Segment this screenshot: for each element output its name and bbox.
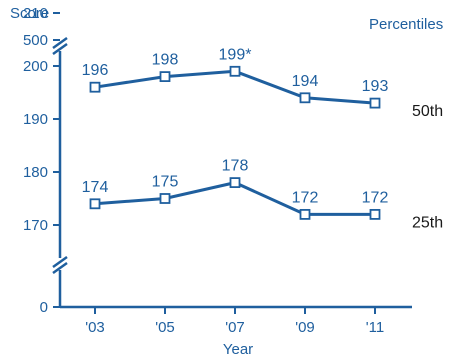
data-label-25th-0: 174: [82, 179, 109, 196]
x-axis-title: Year: [223, 341, 253, 358]
data-label-25th-3: 172: [292, 189, 319, 206]
series-name-label-25th: 25th: [412, 214, 443, 231]
point-50th-0: [91, 83, 100, 92]
x-tick-label-4: '11: [366, 319, 384, 336]
series-name-label-75th: 75th: [412, 0, 443, 4]
series-name-label-50th: 50th: [412, 103, 443, 120]
data-label-25th-1: 175: [152, 174, 179, 191]
x-tick-label-1: '05: [155, 319, 175, 336]
point-50th-2: [231, 67, 240, 76]
data-label-50th-0: 196: [82, 62, 109, 79]
data-label-25th-2: 178: [222, 158, 249, 175]
y-tick-label-170: 170: [23, 217, 48, 234]
y-tick-label-0: 0: [40, 299, 48, 316]
data-label-50th-4: 193: [362, 78, 389, 95]
series-layer: 21722022021621575th196198199*19419350th1…: [82, 0, 443, 231]
x-ticks: '03 '05 '07 '09 '11: [85, 307, 384, 336]
point-25th-3: [301, 210, 310, 219]
point-50th-3: [301, 93, 310, 102]
point-25th-0: [91, 199, 100, 208]
y-tick-label-180: 180: [23, 164, 48, 181]
data-label-50th-1: 198: [152, 52, 179, 69]
series-50th: 196 198 199* 194 193 50th: [82, 46, 443, 120]
y-tick-label-500: 500: [23, 32, 48, 49]
x-tick-label-2: '07: [225, 319, 245, 336]
series-75th: 21722022021621575th: [82, 0, 443, 4]
legend-title: Percentiles: [369, 16, 443, 33]
data-label-50th-3: 194: [292, 73, 319, 90]
point-25th-4: [371, 210, 380, 219]
y-tick-label-200: 200: [23, 58, 48, 75]
data-label-50th-2: 199*: [219, 46, 252, 63]
y-tick-label-190: 190: [23, 111, 48, 128]
point-25th-1: [161, 194, 170, 203]
data-label-25th-4: 172: [362, 189, 389, 206]
point-50th-1: [161, 72, 170, 81]
x-tick-label-3: '09: [295, 319, 315, 336]
point-25th-2: [231, 178, 240, 187]
x-tick-label-0: '03: [85, 319, 105, 336]
point-50th-4: [371, 99, 380, 108]
y-tick-label-210: 210: [23, 5, 48, 22]
series-25th: 174 175 178 172 172 25th: [82, 158, 443, 232]
